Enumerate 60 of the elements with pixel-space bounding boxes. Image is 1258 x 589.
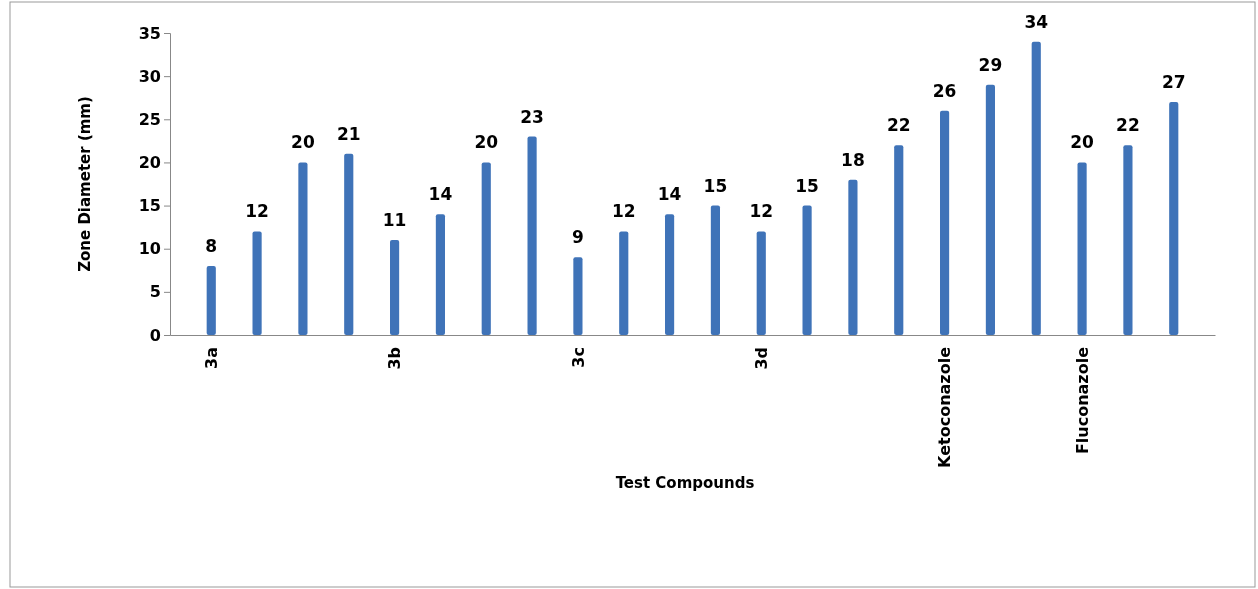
data-label: 27 [1161,72,1186,93]
x-axis-title: Test Compounds [615,473,755,492]
y-tick-label: 5 [149,282,161,302]
x-tick-label: Fluconazole [1072,346,1092,455]
bar [619,231,629,335]
bar [1169,102,1179,335]
x-tick-label: 3d [751,347,771,370]
bar [1077,162,1087,335]
y-tick-label: 20 [138,153,161,173]
data-label: 23 [520,106,544,127]
bar [344,153,354,335]
bar [1031,41,1041,335]
bar [802,205,812,335]
x-tick-label: 3b [385,347,405,370]
bar [940,110,950,335]
data-label: 21 [336,123,361,144]
data-label: 14 [657,184,682,205]
bar [435,214,445,335]
data-label: 34 [1024,11,1049,32]
data-label: 12 [749,201,774,222]
bar [665,214,675,335]
data-label: 22 [886,115,911,136]
y-tick-label: 15 [138,196,161,216]
data-label: 8 [205,235,218,256]
bar [894,145,904,335]
bar [390,240,400,335]
data-label: 20 [474,132,499,153]
data-label: 9 [571,227,584,248]
y-tick-label: 10 [138,239,161,259]
y-tick-label: 0 [149,325,161,345]
bar [206,265,216,335]
bar [710,205,720,335]
x-tick-label: Ketoconazole [935,346,955,468]
bar [527,136,537,335]
x-tick-label: 3c [568,347,588,368]
y-tick-label: 35 [138,23,161,43]
data-label: 12 [611,201,636,222]
data-label: 22 [1116,115,1140,136]
bar [252,231,262,335]
y-tick-label: 30 [138,66,161,86]
bar [985,84,995,335]
data-label: 15 [703,175,728,196]
bar [573,257,583,335]
data-label: 20 [1070,132,1095,153]
data-label: 20 [291,132,315,153]
data-label: 14 [428,184,453,205]
y-axis-title: Zone Diameter (mm) [76,96,94,272]
data-label: 11 [382,210,407,231]
bar [481,162,491,335]
y-tick-label: 25 [138,109,161,129]
bar [1123,145,1133,335]
data-label: 18 [841,149,865,170]
data-label: 26 [932,80,957,101]
bar [756,231,766,335]
bar [848,179,858,335]
data-label: 12 [245,201,269,222]
x-tick-label: 3a [201,347,221,369]
data-label: 15 [795,175,819,196]
data-label: 29 [978,54,1003,75]
bar [298,162,308,335]
